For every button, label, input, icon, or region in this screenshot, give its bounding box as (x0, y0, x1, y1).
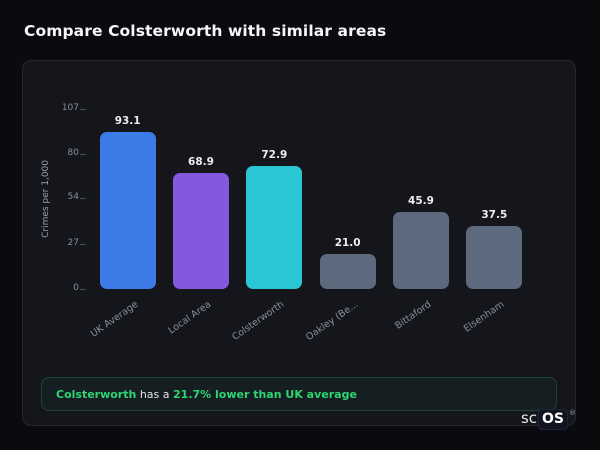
y-tick-mark (80, 154, 86, 156)
y-tick-label: 107 (61, 103, 79, 113)
y-tick-label: 54 (67, 192, 79, 203)
registered-mark-icon: ® (569, 409, 576, 417)
x-tick-label: Bittaford (393, 299, 434, 332)
y-tick-mark (80, 289, 86, 290)
bar-bittaford[interactable] (393, 211, 449, 289)
page-title: Compare Colsterworth with similar areas (24, 22, 387, 40)
bar-value-label: 93.1 (114, 115, 141, 128)
plot-area: 0 27 54 80 107 93.1 68.9 72.9 21.0 45.9 37.5 (62, 103, 531, 293)
bar-chart: Crimes per 1,000 0 27 54 80 107 93.1 68.9 72.9 2… (23, 61, 575, 371)
bar-elsenham[interactable] (466, 225, 523, 289)
x-axis-labels: UK Average Local Area Colsterworth Oakley (… (88, 297, 531, 367)
y-tick-mark (80, 243, 86, 245)
y-tick-label: 0 (73, 283, 79, 293)
x-tick-label: Elsenham (462, 299, 507, 335)
footer-stat: 21.7% lower than UK average (173, 387, 357, 401)
bar-value-label: 21.0 (334, 236, 361, 249)
footer-area-name: Colsterworth (56, 387, 137, 401)
logo-os-box: OS (538, 409, 568, 430)
scos-logo: sc OS ® (521, 409, 576, 430)
y-tick-mark (80, 109, 86, 110)
chart-card: Crimes per 1,000 0 27 54 80 107 93.1 68.9 72.9 2… (22, 60, 576, 426)
bar-colsterworth[interactable] (246, 166, 303, 289)
y-tick-mark (80, 198, 86, 200)
bar-oakley-be[interactable] (319, 253, 376, 289)
x-tick-label: UK Average (88, 299, 140, 340)
bar-value-label: 45.9 (408, 194, 434, 207)
y-tick-label: 80 (67, 148, 79, 159)
x-tick-label: Local Area (166, 299, 214, 337)
bar-value-label: 72.9 (261, 149, 288, 162)
footer-middle-text: has a (136, 387, 174, 401)
bar-local-area[interactable] (173, 173, 229, 289)
x-tick-label: Oakley (Be... (303, 299, 360, 344)
bar-value-label: 37.5 (481, 208, 508, 221)
logo-prefix: sc (520, 409, 538, 427)
footer-note: Colsterworth has a 21.7% lower than UK a… (41, 377, 557, 411)
y-tick-label: 27 (67, 237, 79, 248)
bar-value-label: 68.9 (188, 156, 214, 169)
bar-uk-average[interactable] (99, 132, 156, 289)
x-tick-label: Colsterworth (230, 299, 287, 343)
